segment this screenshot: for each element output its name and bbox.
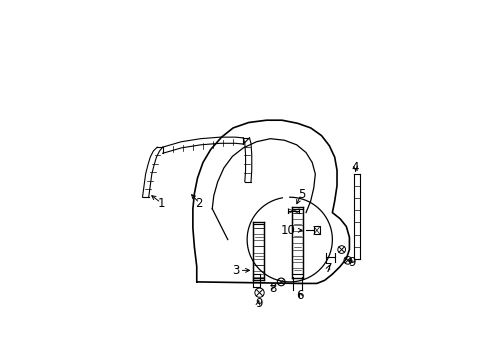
Text: 3: 3 [231,264,239,277]
Text: 2: 2 [195,197,203,210]
Text: 6: 6 [295,289,303,302]
Text: 5: 5 [297,188,305,201]
Text: 9: 9 [347,256,355,269]
Text: 10: 10 [280,224,295,237]
Text: 4: 4 [351,161,359,175]
Text: 7: 7 [324,261,331,275]
Text: 1: 1 [158,197,165,210]
Text: 8: 8 [268,282,276,294]
Text: 9: 9 [254,297,262,310]
